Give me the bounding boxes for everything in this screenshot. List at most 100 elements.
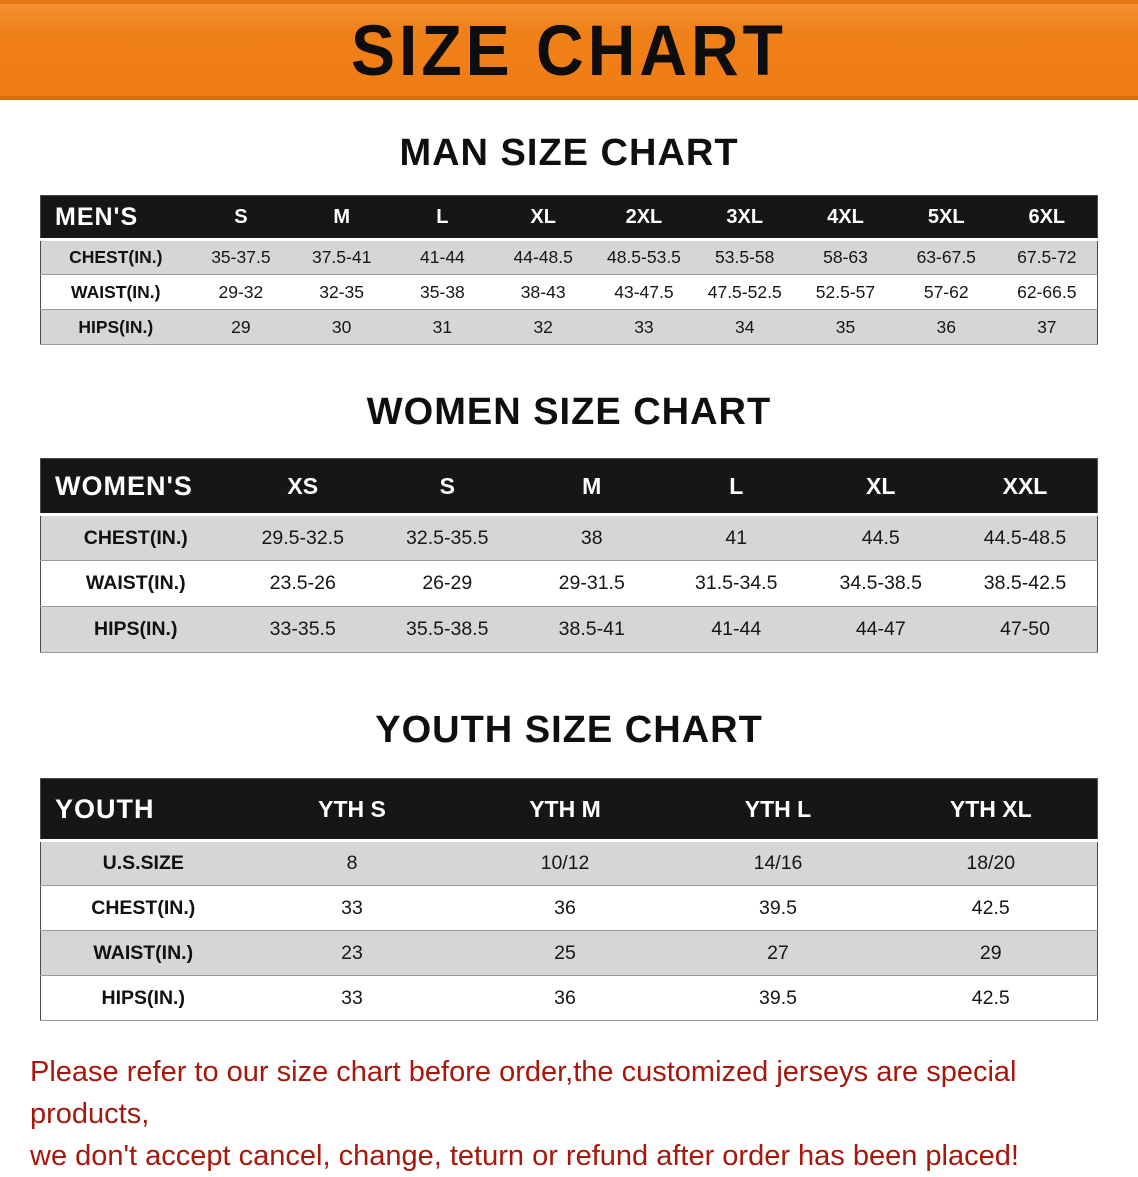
row-label: WAIST(IN.) bbox=[93, 941, 194, 964]
column-header: YTH XL bbox=[949, 795, 1032, 822]
table-row: CHEST(IN.) 33 36 39.5 42.5 bbox=[40, 885, 1098, 931]
row-label: WAIST(IN.) bbox=[85, 572, 186, 594]
cell-value: 43-47.5 bbox=[614, 281, 674, 302]
cell-value: 14/16 bbox=[753, 852, 803, 874]
cell-value: 32.5-35.5 bbox=[406, 526, 489, 549]
cell-value: 32-35 bbox=[319, 281, 365, 302]
youth-size-section: YOUTH SIZE CHART YOUTH YTH S YTH M YTH L YTH… bbox=[0, 709, 1138, 1021]
men-size-table: MEN'S S M L XL 2XL 3XL 4XL 5XL 6XL CHEST(IN.) 35-37… bbox=[40, 195, 1098, 345]
row-label: CHEST(IN.) bbox=[91, 896, 196, 919]
cell-value: 23 bbox=[341, 941, 363, 964]
cell-value: 37 bbox=[1037, 316, 1057, 337]
cell-value: 29.5-32.5 bbox=[261, 526, 344, 549]
cell-value: 37.5-41 bbox=[311, 247, 372, 267]
page-title: SIZE CHART bbox=[351, 10, 787, 90]
cell-value: 25 bbox=[554, 941, 576, 964]
table-row: WAIST(IN.) 23 25 27 29 bbox=[40, 930, 1098, 976]
men-size-section: MAN SIZE CHART MEN'S S M L XL 2XL 3XL 4XL 5XL 6XL… bbox=[0, 132, 1138, 345]
table-corner-label: YOUTH bbox=[55, 793, 155, 824]
cell-value: 26-29 bbox=[422, 572, 473, 594]
cell-value: 23.5-26 bbox=[269, 572, 336, 594]
cell-value: 44.5 bbox=[861, 526, 900, 549]
column-header: XL bbox=[530, 205, 556, 228]
cell-value: 39.5 bbox=[759, 896, 797, 919]
cell-value: 38 bbox=[580, 526, 603, 549]
cell-value: 35-37.5 bbox=[211, 247, 271, 267]
cell-value: 34.5-38.5 bbox=[839, 572, 922, 594]
youth-chart-heading: YOUTH SIZE CHART bbox=[375, 709, 763, 751]
cell-value: 36 bbox=[554, 896, 576, 919]
column-header: YTH S bbox=[318, 795, 386, 822]
column-header: XS bbox=[287, 472, 319, 499]
cell-value: 31 bbox=[432, 316, 453, 337]
cell-value: 63-67.5 bbox=[916, 247, 976, 267]
cell-value: 8 bbox=[346, 852, 358, 874]
youth-size-table: YOUTH YTH S YTH M YTH L YTH XL U.S.SIZE 8 10/12… bbox=[40, 778, 1098, 1021]
column-header: L bbox=[729, 472, 744, 499]
cell-value: 35 bbox=[835, 316, 856, 337]
cell-value: 47.5-52.5 bbox=[707, 281, 782, 302]
cell-value: 57-62 bbox=[923, 281, 969, 302]
table-row: CHEST(IN.) 29.5-32.5 32.5-35.5 38 41 44.5 44.5… bbox=[40, 514, 1098, 561]
cell-value: 41 bbox=[725, 526, 748, 549]
column-header: M bbox=[333, 205, 350, 228]
column-header: S bbox=[439, 472, 455, 499]
cell-value: 35.5-38.5 bbox=[406, 618, 489, 640]
cell-value: 33 bbox=[634, 316, 654, 337]
cell-value: 58-63 bbox=[823, 247, 868, 267]
cell-value: 47-50 bbox=[1000, 618, 1050, 640]
cell-value: 44.5-48.5 bbox=[983, 526, 1067, 549]
column-header: 3XL bbox=[726, 205, 764, 228]
cell-value: 52.5-57 bbox=[815, 281, 876, 302]
cell-value: 53.5-58 bbox=[715, 247, 775, 267]
table-row: WAIST(IN.) 23.5-26 26-29 29-31.5 31.5-34.5 34… bbox=[40, 560, 1098, 607]
cell-value: 36 bbox=[936, 316, 956, 337]
table-row: HIPS(IN.) 33-35.5 35.5-38.5 38.5-41 41-44 44-… bbox=[40, 606, 1098, 653]
cell-value: 29 bbox=[979, 941, 1002, 964]
table-corner-label: WOMEN'S bbox=[55, 470, 193, 501]
women-chart-heading: WOMEN SIZE CHART bbox=[366, 391, 772, 433]
column-header: 2XL bbox=[625, 205, 663, 228]
women-size-table: WOMEN'S XS S M L XL XXL CHEST(IN.) 29.5-32.5 32.5… bbox=[40, 458, 1098, 653]
column-header: XL bbox=[866, 472, 896, 499]
table-row: CHEST(IN.) 35-37.5 37.5-41 41-44 44-48.5 48.5… bbox=[40, 239, 1098, 275]
column-header: XXL bbox=[1002, 472, 1048, 499]
cell-value: 32 bbox=[533, 316, 553, 337]
cell-value: 44-47 bbox=[855, 618, 906, 640]
note-line-2: we don't accept cancel, change, teturn o… bbox=[30, 1140, 1019, 1173]
cell-value: 44-48.5 bbox=[513, 247, 573, 267]
row-label: HIPS(IN.) bbox=[101, 986, 185, 1009]
cell-value: 38.5-42.5 bbox=[983, 572, 1067, 594]
cell-value: 29 bbox=[231, 316, 251, 337]
cell-value: 42.5 bbox=[971, 986, 1010, 1009]
column-header: YTH L bbox=[744, 795, 812, 822]
column-header: 4XL bbox=[827, 205, 864, 228]
table-row: WAIST(IN.) 29-32 32-35 35-38 38-43 43-47.5 47.… bbox=[40, 274, 1098, 310]
table-header-row: WOMEN'S XS S M L XL XXL bbox=[40, 458, 1098, 515]
cell-value: 67.5-72 bbox=[1017, 247, 1077, 267]
column-header: M bbox=[582, 472, 602, 499]
cell-value: 48.5-53.5 bbox=[606, 247, 681, 267]
note-line-1: Please refer to our size chart before or… bbox=[30, 1056, 1017, 1131]
cell-value: 41-44 bbox=[711, 618, 762, 640]
row-label: CHEST(IN.) bbox=[69, 247, 163, 267]
column-header: 5XL bbox=[927, 205, 965, 228]
column-header: L bbox=[436, 205, 449, 228]
cell-value: 31.5-34.5 bbox=[695, 572, 778, 594]
cell-value: 29-31.5 bbox=[558, 572, 625, 594]
table-header-row: MEN'S S M L XL 2XL 3XL 4XL 5XL 6XL bbox=[40, 195, 1098, 240]
cell-value: 33 bbox=[341, 896, 363, 919]
column-header: 6XL bbox=[1028, 205, 1066, 228]
banner: SIZE CHART bbox=[0, 0, 1138, 100]
cell-value: 38.5-41 bbox=[558, 618, 625, 640]
table-header-row: YOUTH YTH S YTH M YTH L YTH XL bbox=[40, 778, 1098, 841]
cell-value: 41-44 bbox=[420, 247, 465, 267]
cell-value: 33-35.5 bbox=[269, 618, 336, 640]
cell-value: 38-43 bbox=[520, 281, 566, 302]
footer-note: Please refer to our size chart before or… bbox=[30, 1051, 1102, 1177]
cell-value: 39.5 bbox=[759, 986, 797, 1009]
cell-value: 18/20 bbox=[966, 852, 1016, 874]
cell-value: 62-66.5 bbox=[1017, 281, 1077, 302]
cell-value: 33 bbox=[341, 986, 363, 1009]
table-row: HIPS(IN.) 29 30 31 32 33 34 35 36 37 bbox=[40, 309, 1098, 345]
